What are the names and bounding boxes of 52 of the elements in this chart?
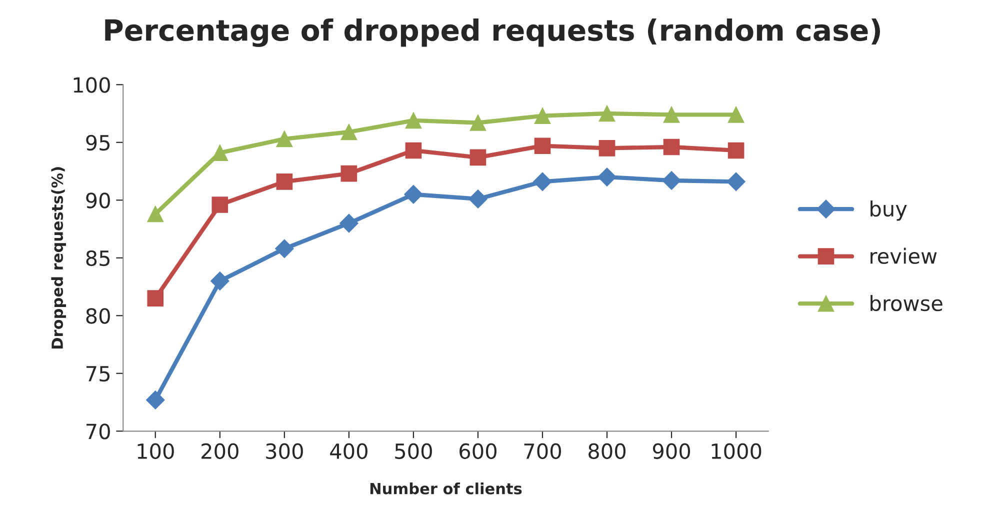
point: [470, 114, 486, 131]
y-tick-label: 90: [86, 192, 110, 208]
point: [146, 390, 165, 410]
x-tick-label: 700: [524, 443, 561, 460]
y-tick-label: 75: [86, 366, 110, 382]
point: [534, 138, 551, 154]
x-tick-label: 100: [138, 443, 174, 460]
x-tick-label: 800: [588, 443, 626, 460]
point: [598, 168, 616, 186]
point: [404, 185, 423, 204]
x-tick-label: 1000: [712, 443, 762, 460]
x-tick-label: 500: [395, 443, 432, 460]
legend-label: buy: [870, 200, 907, 221]
point: [147, 290, 164, 306]
point: [276, 174, 293, 190]
legend-label: review: [870, 248, 937, 264]
x-tick-label: 200: [202, 443, 238, 460]
point: [212, 196, 228, 213]
point: [598, 105, 616, 122]
point: [405, 142, 422, 159]
point: [276, 130, 293, 148]
point: [340, 124, 358, 140]
point: [662, 171, 681, 190]
point: [275, 239, 294, 258]
point: [663, 106, 680, 123]
x-tick-label: 900: [652, 443, 690, 460]
point: [534, 108, 551, 124]
point: [728, 106, 744, 123]
y-tick-label: 85: [86, 250, 110, 266]
chart-title: Percentage of dropped requests (random case): [105, 18, 880, 47]
point: [340, 214, 358, 233]
point: [728, 142, 744, 159]
x-tick-label: 300: [266, 443, 303, 460]
y-tick-label: 80: [86, 308, 110, 324]
point: [405, 112, 422, 129]
point: [470, 149, 486, 166]
y-axis-title: Dropped requests(%): [51, 167, 66, 348]
x-tick-label: 600: [460, 443, 496, 460]
point: [663, 138, 680, 156]
y-tick-label: 95: [86, 134, 110, 151]
point: [533, 172, 552, 192]
point: [340, 165, 358, 182]
x-axis-title: Number of clients: [370, 482, 522, 494]
point: [210, 272, 230, 290]
x-tick-label: 400: [330, 443, 368, 460]
y-tick-label: 70: [86, 424, 110, 440]
legend-label: browse: [870, 295, 942, 312]
point: [468, 190, 488, 208]
point: [726, 172, 746, 192]
y-tick-label: 100: [74, 77, 110, 93]
point: [147, 206, 164, 222]
point: [598, 140, 616, 156]
